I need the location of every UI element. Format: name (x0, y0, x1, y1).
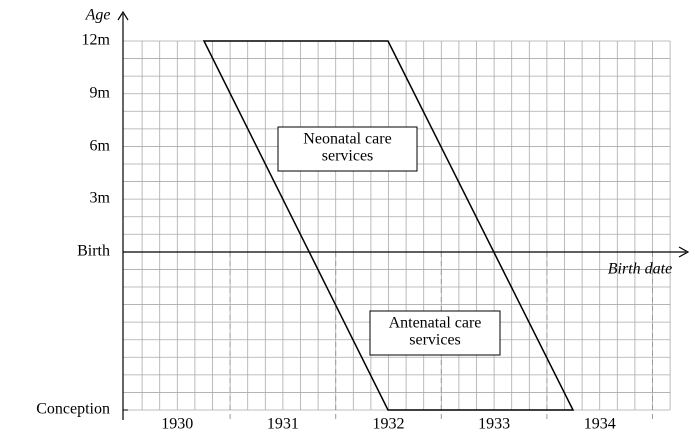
box-label: Neonatal care (303, 131, 391, 148)
cohort-parallelogram (202, 40, 575, 411)
y-tick-label: 3m (90, 190, 111, 207)
labels: 12m 9m 6m 3m Birth Conception 1930 1931 1932 1933… (36, 32, 615, 433)
y-tick-label: 12m (82, 32, 111, 49)
label-box (369, 310, 501, 356)
y-tick-label: Conception (36, 401, 110, 418)
x-axis-label: Birth date (608, 261, 672, 278)
y-tick-label: 6m (90, 138, 111, 155)
x-tick-label: 1934 (584, 416, 616, 433)
y-tick-label: 9m (90, 85, 111, 102)
x-tick-label: 1931 (267, 416, 299, 433)
y-tick-label: Birth (77, 243, 110, 260)
box-label: services (409, 332, 461, 349)
label-box (277, 126, 418, 172)
y-axis-arrow (117, 10, 129, 21)
box-label: Antenatal care (389, 315, 482, 332)
y-axis-label: Age (85, 7, 111, 24)
box-label: services (322, 148, 374, 165)
x-tick-label: 1930 (161, 416, 193, 433)
x-tick-label: 1933 (478, 416, 510, 433)
x-axis-arrow (678, 246, 690, 258)
x-tick-label: 1932 (373, 416, 405, 433)
